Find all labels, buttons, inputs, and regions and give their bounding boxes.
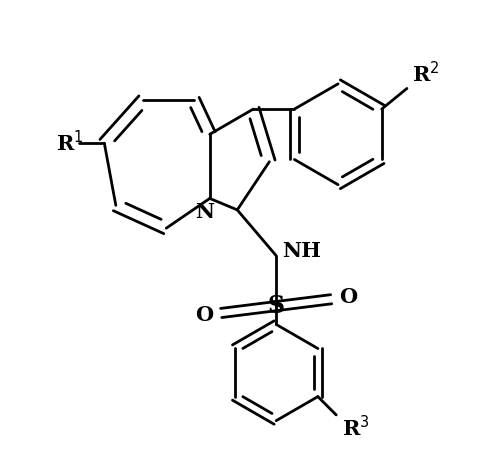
Text: S: S bbox=[267, 294, 284, 318]
Text: NH: NH bbox=[282, 241, 320, 261]
Text: N: N bbox=[195, 202, 214, 222]
Text: O: O bbox=[339, 287, 357, 307]
Text: R$^2$: R$^2$ bbox=[412, 61, 439, 86]
Text: R$^3$: R$^3$ bbox=[341, 415, 369, 440]
Text: O: O bbox=[194, 305, 212, 325]
Text: R$^1$: R$^1$ bbox=[56, 130, 84, 155]
